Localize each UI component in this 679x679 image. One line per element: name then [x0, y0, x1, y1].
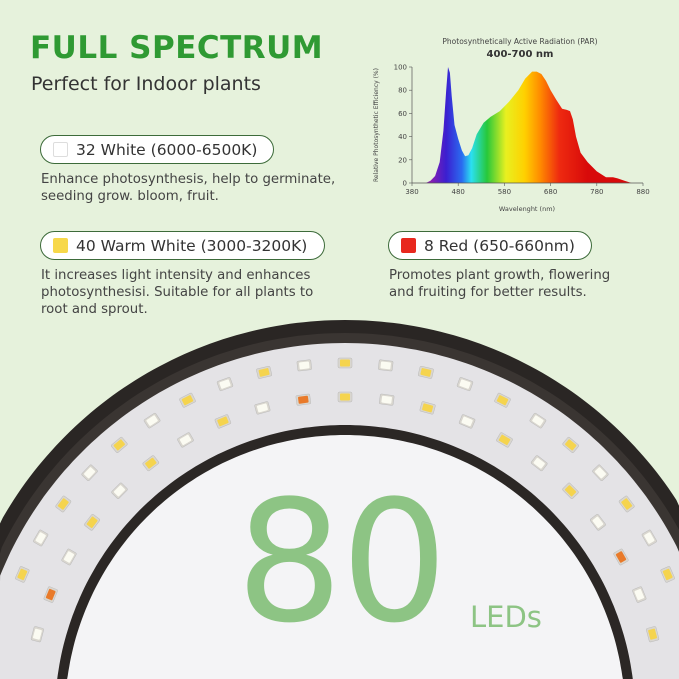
led-chip — [84, 514, 100, 531]
warm-white-swatch-icon — [53, 238, 68, 253]
led-chip — [295, 393, 311, 406]
x-axis-label: Wavelenght (nm) — [499, 205, 555, 213]
led-chip — [379, 393, 395, 406]
led-chip — [529, 412, 547, 429]
led-chip — [15, 566, 30, 583]
y-tick-label: 20 — [398, 156, 407, 164]
y-tick-label: 0 — [403, 180, 407, 188]
led-chip — [256, 365, 273, 379]
led-chip — [641, 529, 657, 547]
led-chip — [613, 548, 629, 566]
y-tick-label: 60 — [398, 110, 407, 118]
led-chip — [458, 414, 476, 429]
warm-white-led-label: 40 Warm White (3000-3200K) — [76, 236, 308, 255]
x-tick-label: 780 — [590, 188, 603, 196]
led-chip — [30, 626, 44, 643]
white-swatch-icon — [53, 142, 68, 157]
led-chip — [592, 464, 609, 481]
led-chip — [214, 414, 232, 429]
led-chip — [111, 436, 128, 453]
led-chip — [216, 377, 234, 392]
led-chip — [618, 495, 635, 513]
warm-white-led-badge: 40 Warm White (3000-3200K) — [40, 231, 325, 260]
led-chip — [61, 548, 77, 566]
ring-center — [65, 435, 625, 679]
led-chip — [419, 401, 436, 415]
x-tick-label: 380 — [405, 188, 418, 196]
led-chip — [632, 586, 647, 603]
led-chip — [143, 412, 161, 429]
y-tick-label: 40 — [398, 133, 407, 141]
led-chip — [254, 401, 271, 415]
led-chip — [337, 391, 353, 403]
led-chip — [33, 529, 49, 547]
led-chip — [177, 432, 194, 448]
led-chip — [142, 455, 160, 472]
chart-title: Photosynthetically Active Radiation (PAR… — [442, 37, 597, 46]
warm-white-led-description: It increases light intensity and enhance… — [41, 268, 314, 317]
led-chip — [417, 365, 434, 379]
led-chip — [179, 392, 196, 408]
red-swatch-icon — [401, 238, 416, 253]
spectrum-area — [425, 67, 632, 183]
red-led-label: 8 Red (650-660nm) — [424, 236, 575, 255]
led-chip — [590, 514, 606, 531]
white-led-label: 32 White (6000-6500K) — [76, 140, 258, 159]
led-chip — [43, 586, 58, 603]
led-chip — [562, 482, 579, 499]
led-count: 80 — [236, 464, 448, 660]
chart-subtitle: 400-700 nm — [487, 49, 554, 60]
x-tick-label: 580 — [498, 188, 511, 196]
led-count-unit: LEDs — [470, 600, 542, 634]
red-led-description: Promotes plant growth, flowering and fru… — [389, 268, 611, 300]
par-spectrum-chart: Photosynthetically Active Radiation (PAR… — [373, 37, 650, 213]
subtitle: Perfect for Indoor plants — [31, 73, 261, 95]
led-chip — [660, 566, 675, 583]
led-chip — [337, 357, 353, 369]
y-tick-label: 80 — [398, 87, 407, 95]
y-axis-label: Relative Photosynthetic Efficiency (%) — [373, 68, 380, 182]
led-chip — [530, 455, 548, 472]
x-tick-label: 880 — [636, 188, 649, 196]
white-led-description: Enhance photosynthesis, help to germinat… — [41, 172, 336, 204]
led-chip — [111, 482, 128, 499]
led-chip — [296, 359, 312, 372]
x-tick-label: 480 — [452, 188, 465, 196]
led-chip — [646, 626, 660, 643]
led-chip — [562, 436, 579, 453]
led-chip — [81, 464, 98, 481]
led-chip — [494, 392, 511, 408]
led-chip — [55, 495, 72, 513]
white-led-badge: 32 White (6000-6500K) — [40, 135, 274, 164]
led-chip — [378, 359, 394, 372]
led-chip — [496, 432, 513, 448]
page-title: FULL SPECTRUM — [30, 30, 324, 66]
led-chip — [456, 377, 474, 392]
x-tick-label: 680 — [544, 188, 557, 196]
y-tick-label: 100 — [394, 64, 407, 72]
red-led-badge: 8 Red (650-660nm) — [388, 231, 592, 260]
